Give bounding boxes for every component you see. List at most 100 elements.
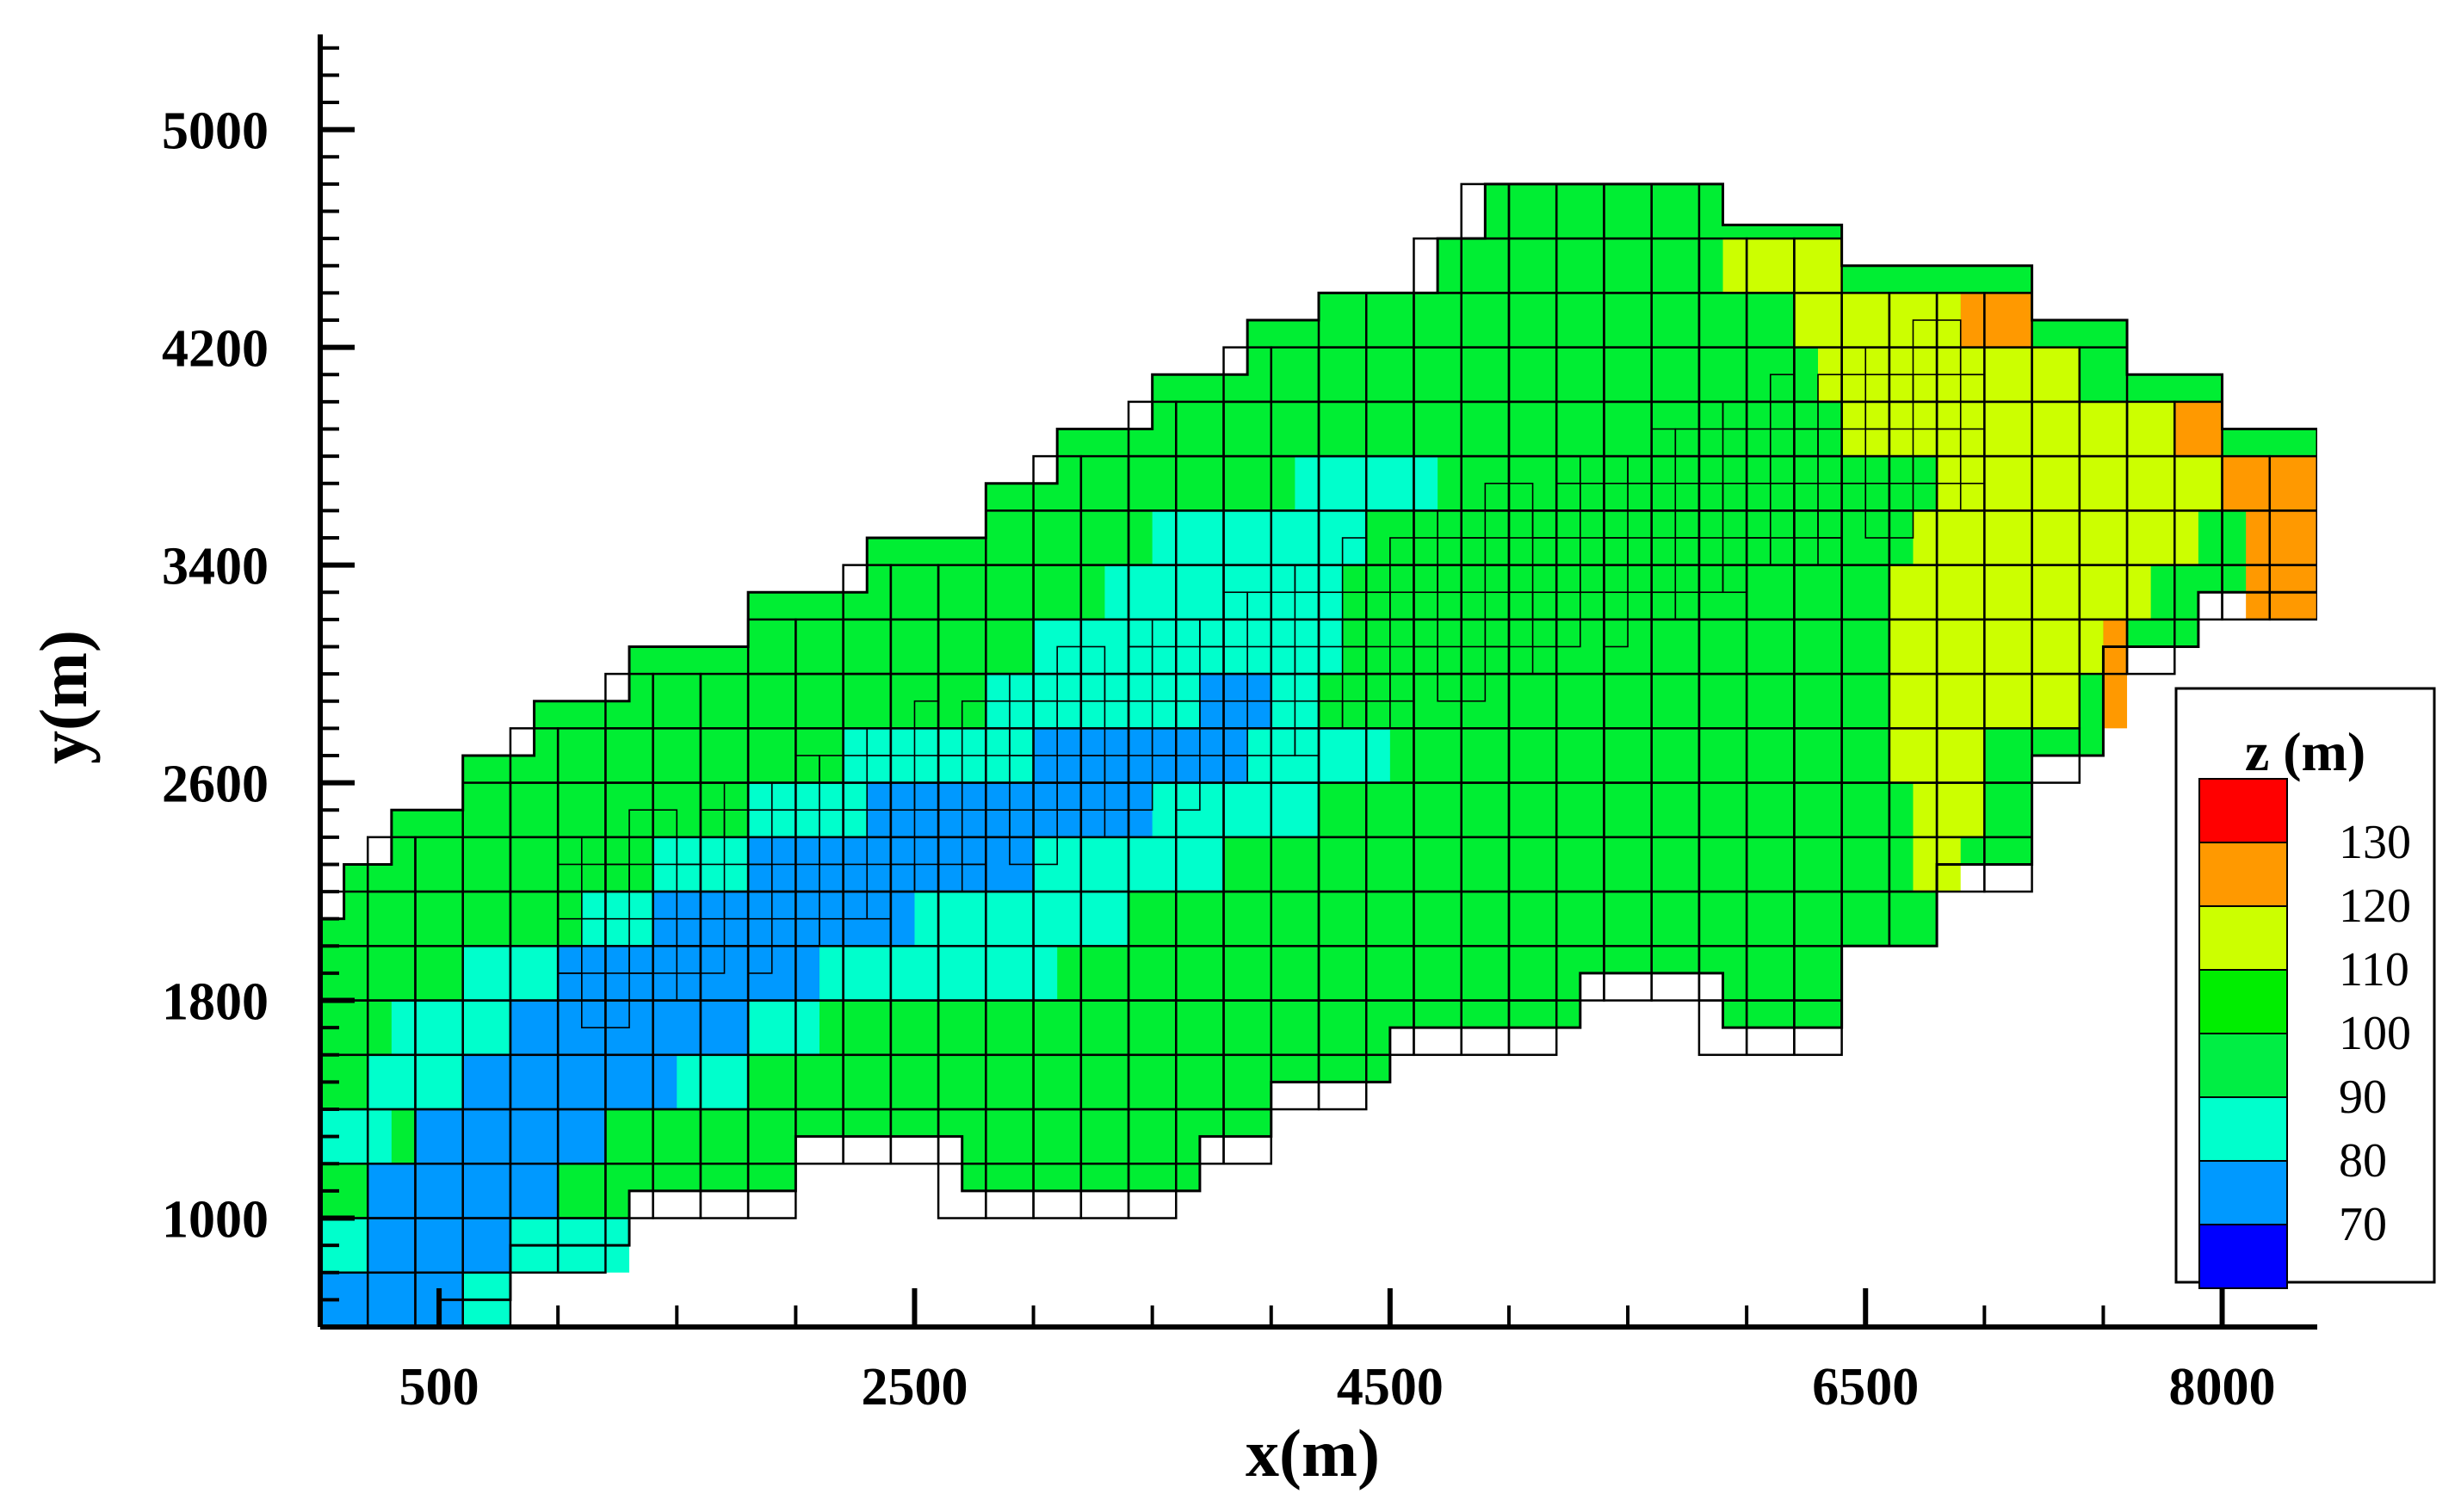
mesh-subcell [1722,564,1747,594]
mesh-subcell [1080,645,1106,675]
mesh-subcell [1840,455,1867,484]
x-tick-label: 6500 [1812,1358,1919,1416]
legend-label: 70 [2339,1198,2387,1251]
mesh-subcell [1769,537,1796,566]
mesh-subcell [1698,537,1724,566]
y-tick-label: 3400 [162,538,269,596]
y-tick-label: 1000 [162,1191,269,1250]
mesh-subcell [700,781,726,811]
mesh-subcell [842,781,869,811]
mesh-subcell [1746,509,1772,539]
mesh-subcell [1341,537,1368,566]
mesh-subcell [1769,455,1796,484]
mesh-subcell [1270,619,1296,648]
region-cell [2246,510,2317,565]
legend-swatch [2198,1224,2288,1289]
mesh-subcell [1674,591,1700,620]
mesh-subcell [1294,727,1320,756]
mesh-subcell [819,836,844,866]
mesh-subcell [1603,591,1629,620]
mesh-subcell [1341,619,1368,648]
legend-label: 90 [2339,1071,2387,1124]
mesh-subcell [795,809,820,838]
mesh-subcell [866,727,892,756]
mesh-subcell [985,700,1011,730]
region-cell [938,946,1058,1001]
mesh-subcell [652,809,678,838]
mesh-subcell [1817,428,1843,457]
mesh-subcell [1912,373,1938,403]
mesh-subcell [913,700,939,730]
legend-swatch [2198,1096,2288,1162]
domain-outline [320,182,2317,1325]
mesh-subcell [866,891,892,920]
mesh-subcell [628,945,654,974]
x-tick-labels: 500 2500 4500 6500 8000 [318,1288,2276,1416]
mesh-subcell [1151,727,1178,756]
mesh-subcell [770,781,797,811]
region-cell [462,1054,677,1110]
mesh-subcell [1580,564,1605,594]
mesh-subcell [1460,509,1487,539]
mesh-subcell [961,836,987,866]
mesh-subcell [1889,509,1914,539]
mesh-subcell [937,809,963,838]
mesh-subcell [1199,700,1225,730]
mesh-subcell [1437,564,1462,594]
mesh-subcell [652,891,678,920]
mesh-subcell [1627,537,1653,566]
y-tick-label: 1800 [162,973,269,1032]
mesh-subcell [819,755,844,784]
mesh-subcell [1080,809,1106,838]
mesh-subcell [628,863,654,892]
mesh-subcell [1889,428,1914,457]
mesh-subcell [1294,645,1320,675]
x-tick-label: 8000 [2169,1358,2276,1416]
mesh-subcell [1246,755,1272,784]
mesh-subcell [1222,727,1248,756]
mesh-subcell [1508,482,1534,512]
mesh-subcell [1389,591,1415,620]
mesh-subcell [1246,591,1272,620]
mesh-subcell [1318,673,1344,702]
mesh-subcell [1674,509,1700,539]
y-axis-title: y(m) [26,630,101,764]
region-cell [1152,510,1367,565]
mesh-subcell [1460,673,1487,702]
legend-swatch [2198,905,2288,971]
mesh-subcell [1056,781,1082,811]
region-cell [1889,565,2151,620]
mesh-subcell [1793,482,1819,512]
mesh-subcell [1104,673,1129,702]
mesh-subcell [1793,401,1819,430]
mesh-subcell [1959,346,1986,376]
mesh-subcell [1650,564,1677,594]
mesh-subcell [581,891,607,920]
mesh-subcell [961,755,987,784]
mesh-subcell [747,836,773,866]
mesh-subcell [1889,346,1914,376]
mesh-subcell [1413,619,1438,648]
mesh-subcell [1936,482,1962,512]
legend-swatch [2198,842,2288,907]
mesh-subcell [557,945,583,974]
mesh-subcell [1151,645,1178,675]
mesh-subcell [652,972,678,1002]
mesh-subcell [1175,755,1201,784]
mesh-subcell [1627,455,1653,484]
mesh-subcell [747,917,773,947]
mesh-subcell [604,999,630,1028]
mesh-subcell [1817,509,1843,539]
mesh-subcell [1128,781,1153,811]
y-tick-labels: 1000 1800 2600 3400 4200 5000 [162,46,355,1329]
y-tick-label: 4200 [162,320,269,379]
mesh-subcell [1508,645,1534,675]
mesh-subcell [1555,455,1581,484]
mesh-subcell [1603,509,1629,539]
mesh-subcell [1864,482,1890,512]
mesh-subcell [1341,700,1368,730]
mesh-subcell [795,891,820,920]
mesh-subcell [1437,645,1462,675]
mesh-subcell [1840,373,1867,403]
mesh-subcell [581,972,607,1002]
